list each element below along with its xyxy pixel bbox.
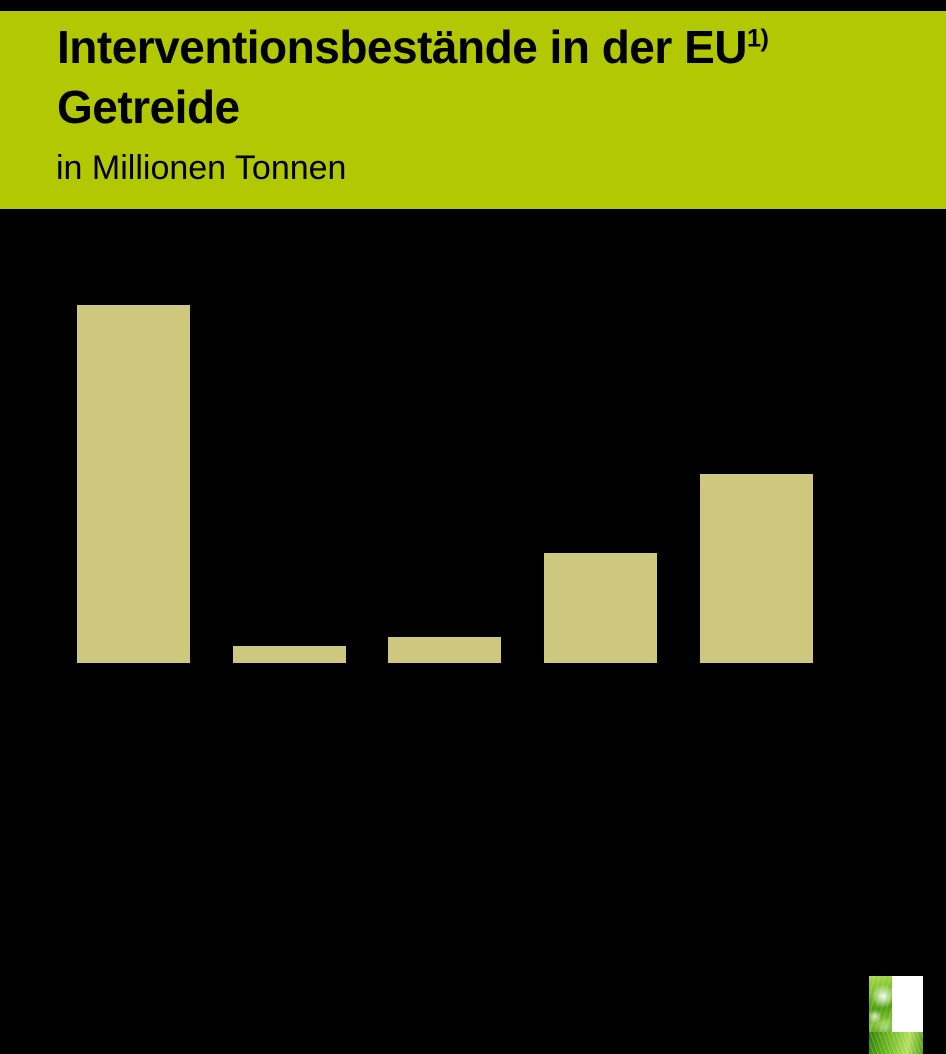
title-line-1: Interventionsbestände in der EU1) (57, 17, 769, 77)
bar-3 (388, 637, 501, 663)
bar-1 (77, 305, 190, 663)
footnote-marker: 1) (746, 24, 769, 53)
bar-4 (544, 553, 657, 663)
grass-l-logo (869, 976, 923, 1054)
title-line-2: Getreide (57, 81, 240, 133)
title-line-1-text: Interventionsbestände in der EU (57, 21, 747, 73)
bar-chart (0, 209, 946, 1054)
bar-2 (233, 646, 346, 663)
bar-5 (700, 474, 813, 663)
chart-unit-subtitle: in Millionen Tonnen (56, 149, 347, 187)
header-band: Interventionsbestände in der EU1) Getrei… (0, 11, 946, 209)
grass-l-logo-bottom-stripe (869, 1032, 923, 1054)
slide: Interventionsbestände in der EU1) Getrei… (0, 11, 946, 1054)
page-title: Interventionsbestände in der EU1) Getrei… (57, 17, 769, 137)
